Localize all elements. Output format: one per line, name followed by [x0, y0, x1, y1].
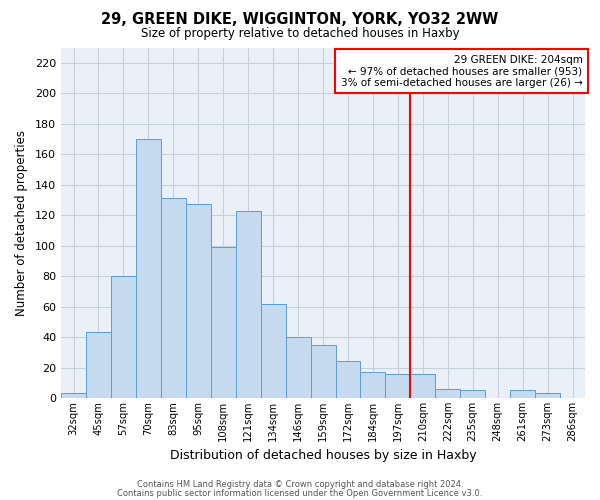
Bar — [410, 374, 436, 398]
Bar — [161, 198, 186, 398]
Bar — [186, 204, 211, 398]
Bar — [136, 139, 161, 398]
X-axis label: Distribution of detached houses by size in Haxby: Distribution of detached houses by size … — [170, 450, 476, 462]
Bar — [211, 247, 236, 398]
Bar — [510, 390, 535, 398]
Bar — [335, 362, 361, 398]
Text: Contains HM Land Registry data © Crown copyright and database right 2024.: Contains HM Land Registry data © Crown c… — [137, 480, 463, 489]
Bar — [311, 344, 335, 398]
Bar — [236, 210, 260, 398]
Bar — [385, 374, 410, 398]
Bar — [286, 337, 311, 398]
Bar — [61, 394, 86, 398]
Y-axis label: Number of detached properties: Number of detached properties — [15, 130, 28, 316]
Bar — [361, 372, 385, 398]
Bar — [86, 332, 111, 398]
Bar — [535, 394, 560, 398]
Bar — [436, 389, 460, 398]
Bar — [111, 276, 136, 398]
Bar — [460, 390, 485, 398]
Text: 29 GREEN DIKE: 204sqm
← 97% of detached houses are smaller (953)
3% of semi-deta: 29 GREEN DIKE: 204sqm ← 97% of detached … — [341, 54, 583, 88]
Bar — [260, 304, 286, 398]
Text: Contains public sector information licensed under the Open Government Licence v3: Contains public sector information licen… — [118, 488, 482, 498]
Text: 29, GREEN DIKE, WIGGINTON, YORK, YO32 2WW: 29, GREEN DIKE, WIGGINTON, YORK, YO32 2W… — [101, 12, 499, 28]
Text: Size of property relative to detached houses in Haxby: Size of property relative to detached ho… — [140, 28, 460, 40]
